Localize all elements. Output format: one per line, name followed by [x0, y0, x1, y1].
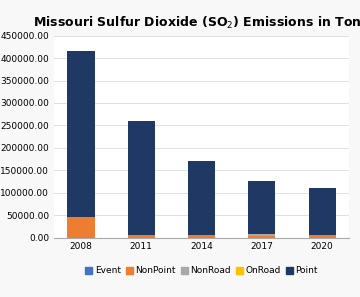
Bar — [67, 51, 95, 217]
Bar — [248, 234, 275, 236]
Bar — [128, 235, 155, 238]
Title: Missouri Sulfur Dioxide (SO$_2$) Emissions in Tons: Missouri Sulfur Dioxide (SO$_2$) Emissio… — [33, 15, 360, 31]
Bar — [67, 217, 95, 238]
Bar — [188, 235, 215, 238]
Bar — [248, 236, 275, 238]
Bar — [309, 189, 336, 235]
Bar — [188, 161, 215, 235]
Bar — [248, 181, 275, 234]
Bar — [128, 121, 155, 235]
Bar — [309, 235, 336, 238]
Legend: Event, NonPoint, NonRoad, OnRoad, Point: Event, NonPoint, NonRoad, OnRoad, Point — [85, 266, 318, 275]
